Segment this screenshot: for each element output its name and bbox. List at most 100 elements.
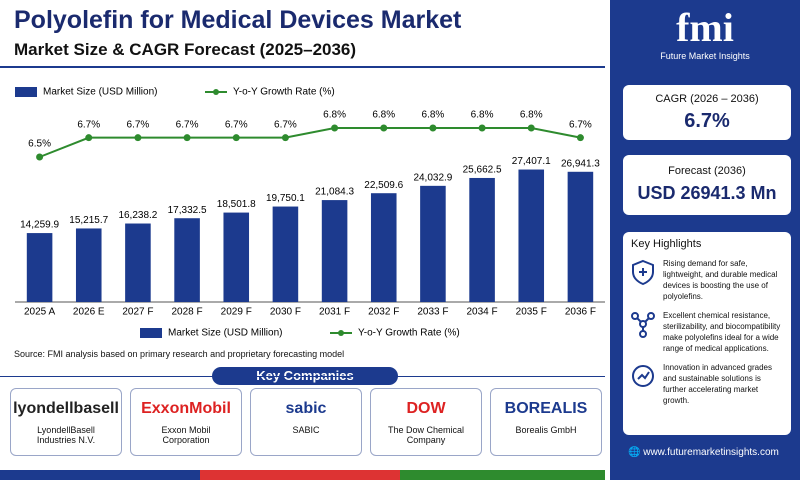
cagr-card: CAGR (2026 – 2036) 6.7% [623,85,791,140]
icon [632,365,654,387]
line-marker [232,134,240,142]
source: Source: FMI analysis based on primary re… [14,349,345,359]
line-marker [134,134,142,142]
highlight: Innovation in advanced grades and sustai… [629,362,785,406]
value-label: 6.7% [127,119,150,130]
strip [400,470,605,480]
website: 🌐 www.futuremarketinsights.com [628,447,779,458]
value-label: 14,259.9 [20,220,59,231]
value-label: 26,941.3 [561,158,600,169]
x-tick-label: 2025 A [24,307,55,318]
bar [75,228,102,302]
legend-label: Market Size (USD Million) [168,328,282,339]
line-marker [281,134,289,142]
icon [632,259,654,286]
legend-label: Y-o-Y Growth Rate (%) [233,87,335,98]
value-label: 6.7% [569,119,592,130]
line-marker [36,153,44,161]
highlight-text: Excellent chemical resistance, steriliza… [663,311,781,353]
highlight-text: Innovation in advanced grades and sustai… [663,363,772,405]
company-name: Borealis GmbH [515,425,577,435]
value-label: 6.8% [422,110,445,121]
line-marker [85,134,93,142]
x-tick-label: 2027 F [122,307,153,318]
cagr-value: 6.7% [684,110,730,132]
icon [631,312,655,338]
legend-swatch [140,328,162,338]
x-tick-label: 2030 F [270,307,301,318]
legend-swatch [15,87,37,97]
value-label: 6.5% [28,139,51,150]
x-tick-label: 2034 F [467,307,498,318]
value-label: 6.8% [520,110,543,121]
company-name: LyondellBasell Industries N.V. [36,425,96,445]
highlights-title: Key Highlights [631,238,702,250]
bar [420,185,446,302]
value-label: 22,509.6 [364,180,403,191]
bar [26,233,53,302]
company-card: sabic SABIC [250,388,362,456]
company-name: SABIC [292,425,320,435]
highlight: Excellent chemical resistance, steriliza… [629,310,785,354]
forecast-value: USD 26941.3 Mn [637,183,777,203]
value-label: 24,032.9 [413,172,452,183]
bar [272,206,299,302]
legend-marker [338,330,344,336]
value-label: 18,501.8 [217,199,256,210]
subtitle: Market Size & CAGR Forecast (2025–2036) [14,40,357,59]
bar [567,171,594,302]
strip [200,470,400,480]
x-tick-label: 2028 F [172,307,203,318]
x-tick-label: 2033 F [417,307,448,318]
line-marker [331,124,339,132]
forecast-card: Forecast (2036) USD 26941.3 Mn [623,155,791,215]
title: Polyolefin for Medical Devices Market [14,6,462,34]
company-logo: BOREALIS [504,400,588,417]
bar [370,193,397,302]
company-name: Exxon Mobil Corporation [161,425,211,445]
line-marker [429,124,437,132]
company-card: DOW The Dow Chemical Company [370,388,482,456]
company-card: BOREALIS Borealis GmbH [490,388,602,456]
value-label: 6.7% [176,119,199,130]
company-logo: ExxonMobil [141,400,231,417]
bar [174,218,200,302]
cagr-label: CAGR (2026 – 2036) [655,93,759,105]
legend-marker [213,89,219,95]
x-tick-label: 2029 F [221,307,252,318]
value-label: 16,238.2 [118,210,157,221]
brand-name: Future Market Insights [660,51,750,61]
company-name: The Dow Chemical Company [387,425,465,445]
line-marker [576,134,584,142]
highlight: Rising demand for safe, lightweight, and… [629,258,785,302]
value-label: 21,084.3 [315,187,354,198]
company-card: lyondellbasell LyondellBasell Industries … [10,388,122,456]
value-label: 17,332.5 [168,205,207,216]
bar [469,177,495,302]
value-label: 19,750.1 [266,193,305,204]
x-tick-label: 2031 F [319,307,350,318]
brand-logo: fmi [676,5,734,50]
highlights-card: Key Highlights Rising demand for safe, l… [623,232,791,435]
line-marker [527,124,535,132]
value-label: 15,215.7 [69,215,108,226]
value-label: 6.7% [77,119,100,130]
x-tick-label: 2035 F [516,307,547,318]
forecast-label: Forecast (2036) [668,165,746,177]
bar [223,212,250,302]
bar [518,169,545,302]
value-label: 6.7% [225,119,248,130]
line-marker [183,134,191,142]
value-label: 25,662.5 [463,165,502,176]
value-label: 27,407.1 [512,156,551,167]
company-logo: lyondellbasell [13,400,119,417]
line [39,127,581,158]
x-tick-label: 2026 E [73,307,105,318]
x-tick-label: 2036 F [565,307,596,318]
highlight-text: Rising demand for safe, lightweight, and… [663,259,778,301]
divider [0,376,605,377]
company-logo: sabic [285,400,327,417]
bar [125,223,151,302]
value-label: 6.8% [372,110,395,121]
strip [0,470,200,480]
